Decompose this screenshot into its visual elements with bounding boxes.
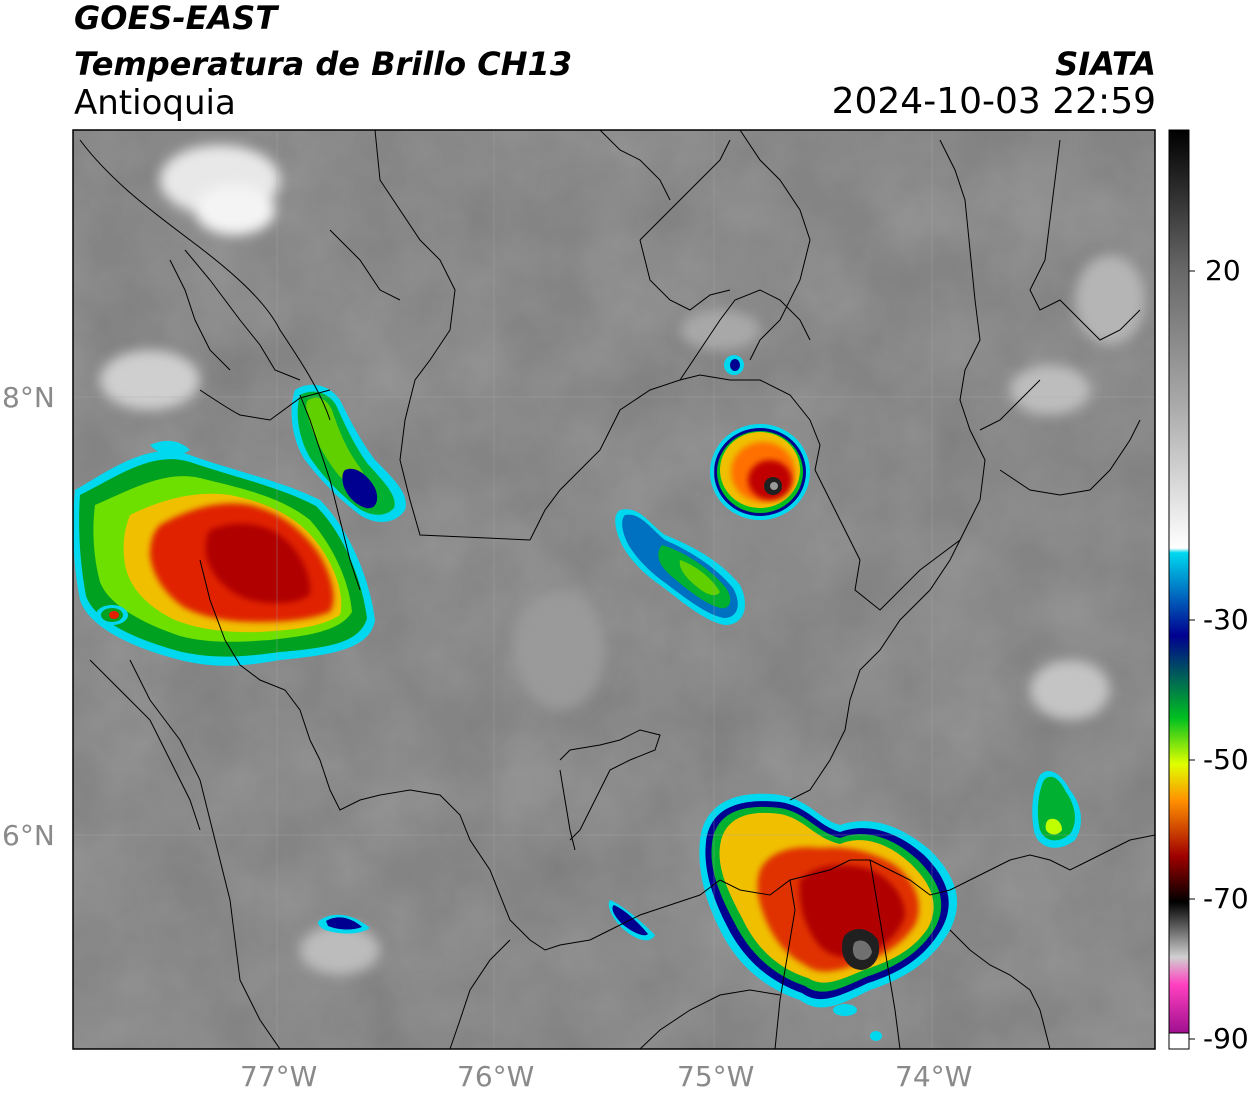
storm-cell-west	[73, 384, 406, 666]
colorbar-label-minus70: -70	[1203, 882, 1249, 915]
region-label: Antioquia	[74, 83, 236, 123]
lon-tick-74w: 74°W	[895, 1060, 973, 1093]
colorbar-label-minus90: -90	[1203, 1022, 1249, 1055]
colorbar	[1168, 129, 1195, 1050]
title-product: Temperatura de Brillo CH13	[74, 45, 573, 83]
lon-tick-75w: 75°W	[677, 1060, 755, 1093]
colorbar-ticks	[1189, 270, 1195, 1040]
organization-label: SIATA	[1055, 45, 1156, 83]
storm-cell-southeast	[317, 770, 1082, 1041]
lat-tick-6n: 6°N	[2, 819, 55, 852]
storm-cell-central	[615, 509, 745, 625]
map-content	[73, 130, 1155, 1049]
title-satellite: GOES-EAST	[74, 0, 278, 37]
colorbar-label-20: 20	[1205, 254, 1241, 287]
lat-tick-8n: 8°N	[2, 381, 55, 414]
colorbar-label-minus30: -30	[1203, 603, 1249, 636]
colorbar-label-minus50: -50	[1203, 743, 1249, 776]
boundaries	[79, 130, 1155, 1049]
datetime-label: 2024-10-03 22:59	[831, 81, 1156, 122]
graticule	[73, 130, 1155, 1049]
colorbar-gradient	[1168, 129, 1190, 1050]
storm-cell-north	[710, 355, 810, 520]
colorbar-min-box	[1168, 1032, 1190, 1050]
lon-tick-77w: 77°W	[240, 1060, 318, 1093]
map-frame	[72, 129, 1156, 1050]
lon-tick-76w: 76°W	[457, 1060, 535, 1093]
bright-cloud-patches	[100, 145, 1145, 975]
